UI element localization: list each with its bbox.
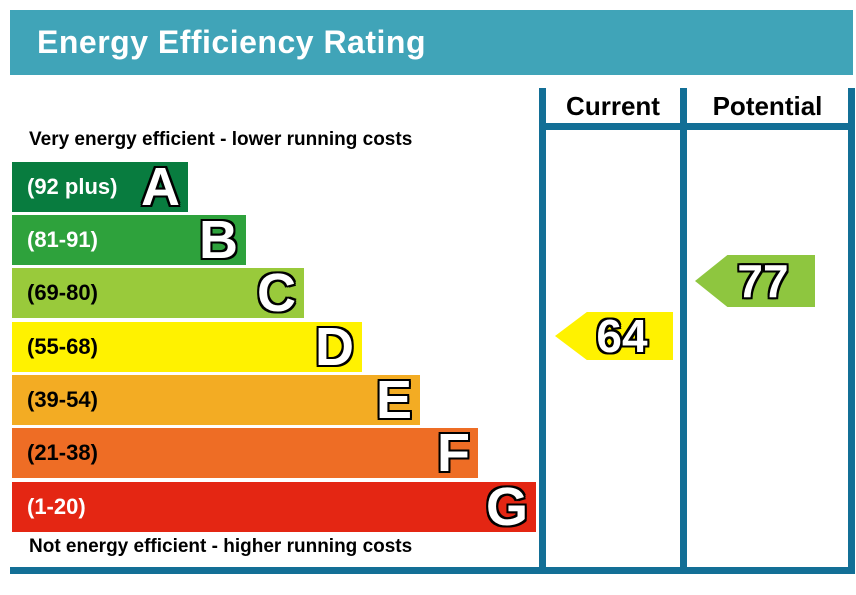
current-rating-arrow: 64 bbox=[555, 312, 673, 360]
band-letter-e: E bbox=[375, 370, 412, 430]
band-range-label: (21-38) bbox=[27, 440, 98, 465]
band-row-f: (21-38) F bbox=[12, 423, 478, 483]
band-letter-g: G bbox=[485, 477, 528, 537]
band-range-label: (1-20) bbox=[27, 494, 86, 519]
top-caption: Very energy efficient - lower running co… bbox=[29, 129, 413, 150]
band-row-d: (55-68) D bbox=[12, 317, 362, 377]
current-rating-value: 64 bbox=[596, 310, 648, 362]
band-letter-a: A bbox=[141, 157, 180, 217]
band-row-g: (1-20) G bbox=[12, 477, 536, 537]
band-letter-c: C bbox=[257, 263, 296, 323]
band-range-label: (39-54) bbox=[27, 387, 98, 412]
current-column-left-border bbox=[539, 88, 546, 574]
band-range-label: (92 plus) bbox=[27, 174, 118, 199]
column-divider-border bbox=[680, 88, 687, 574]
band-row-b: (81-91) B bbox=[12, 210, 246, 270]
potential-column-right-border bbox=[848, 88, 855, 574]
chart-title-bar: Energy Efficiency Rating bbox=[10, 10, 853, 75]
band-letter-d: D bbox=[315, 317, 354, 377]
band-row-e: (39-54) E bbox=[12, 370, 420, 430]
chart-bottom-border bbox=[10, 567, 855, 574]
potential-rating-value: 77 bbox=[737, 255, 789, 307]
current-column-header: Current bbox=[566, 90, 660, 121]
potential-rating-arrow: 77 bbox=[695, 255, 815, 307]
column-header-separator bbox=[539, 123, 855, 130]
band-letter-f: F bbox=[437, 423, 470, 483]
band-range-label: (81-91) bbox=[27, 227, 98, 252]
band-row-c: (69-80) C bbox=[12, 263, 304, 323]
band-row-a: (92 plus) A bbox=[12, 157, 188, 217]
bottom-caption: Not energy efficient - higher running co… bbox=[29, 536, 413, 557]
potential-column-header: Potential bbox=[712, 90, 823, 121]
band-letter-b: B bbox=[199, 210, 238, 270]
chart-title: Energy Efficiency Rating bbox=[37, 24, 426, 60]
band-range-label: (55-68) bbox=[27, 334, 98, 359]
band-range-label: (69-80) bbox=[27, 280, 98, 305]
